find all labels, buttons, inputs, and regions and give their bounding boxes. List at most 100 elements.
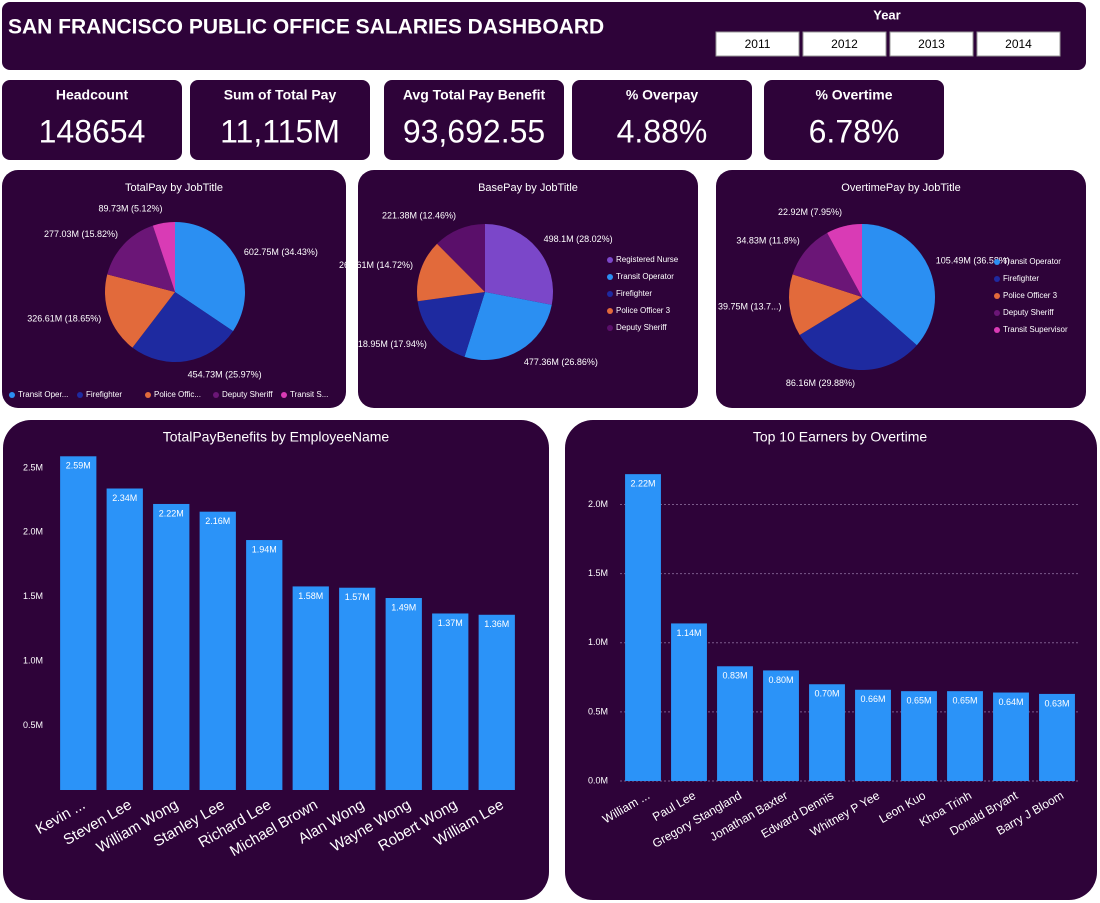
kpi-value: 6.78% bbox=[809, 113, 900, 149]
bar bbox=[385, 598, 422, 790]
y-tick-label: 1.0M bbox=[23, 656, 43, 666]
y-tick-label: 1.5M bbox=[588, 568, 608, 578]
data-label: 1.49M bbox=[391, 602, 416, 612]
year-button[interactable] bbox=[976, 31, 1061, 57]
chart-title: TotalPay by JobTitle bbox=[125, 182, 223, 194]
pie-slice bbox=[485, 223, 553, 305]
data-label: 0.83M bbox=[722, 671, 747, 681]
year-label: 2011 bbox=[745, 37, 771, 51]
legend-marker bbox=[607, 325, 613, 331]
data-label: 89.73M (5.12%) bbox=[98, 203, 162, 213]
y-tick-label: 0.5M bbox=[23, 720, 43, 730]
data-label: 2.22M bbox=[159, 508, 184, 518]
data-label: 1.14M bbox=[676, 628, 701, 638]
legend-label: Transit Operator bbox=[1003, 257, 1061, 266]
kpi-label: Headcount bbox=[56, 87, 129, 103]
data-label: 261.61M (14.72%) bbox=[339, 260, 413, 270]
legend-marker bbox=[994, 293, 1000, 299]
data-label: 0.66M bbox=[860, 694, 885, 704]
chart-title: BasePay by JobTitle bbox=[478, 182, 578, 194]
y-tick-label: 2.5M bbox=[23, 462, 43, 472]
legend-label: Firefighter bbox=[616, 289, 652, 298]
bar bbox=[339, 587, 376, 790]
year-button[interactable] bbox=[715, 31, 800, 57]
legend-label: Registered Nurse bbox=[616, 255, 679, 264]
kpi-label: Avg Total Pay Benefit bbox=[403, 87, 546, 103]
bar bbox=[763, 670, 799, 781]
y-tick-label: 1.0M bbox=[588, 637, 608, 647]
data-label: 0.65M bbox=[952, 696, 977, 706]
bar bbox=[153, 503, 190, 790]
data-label: 2.59M bbox=[66, 461, 91, 471]
bar bbox=[1039, 693, 1075, 781]
kpi-value: 4.88% bbox=[617, 113, 708, 149]
data-label: 1.58M bbox=[298, 591, 323, 601]
data-label: 326.61M (18.65%) bbox=[27, 314, 101, 324]
data-label: 1.36M bbox=[484, 619, 509, 629]
bar bbox=[671, 623, 707, 781]
year-label: 2012 bbox=[831, 37, 858, 51]
kpi-value: 11,115M bbox=[220, 113, 340, 149]
year-button[interactable] bbox=[802, 31, 887, 57]
pie-slice bbox=[827, 224, 862, 297]
chart-title: TotalPayBenefits by EmployeeName bbox=[163, 429, 390, 445]
data-label: 277.03M (15.82%) bbox=[44, 229, 118, 239]
legend-marker bbox=[994, 259, 1000, 265]
year-button[interactable] bbox=[889, 31, 974, 57]
legend-marker bbox=[145, 392, 151, 398]
data-label: 86.16M (29.88%) bbox=[786, 378, 855, 388]
kpi-label: % Overpay bbox=[626, 87, 699, 103]
legend-marker bbox=[9, 392, 15, 398]
bar bbox=[60, 456, 97, 790]
bar bbox=[717, 666, 753, 781]
year-label: 2013 bbox=[918, 37, 945, 51]
data-label: 221.38M (12.46%) bbox=[382, 211, 456, 221]
data-label: 2.22M bbox=[630, 479, 655, 489]
pie-slice bbox=[175, 222, 246, 332]
bar bbox=[901, 691, 937, 781]
legend-marker bbox=[213, 392, 219, 398]
pie-slice bbox=[799, 297, 917, 370]
y-tick-label: 1.5M bbox=[23, 591, 43, 601]
legend-marker bbox=[607, 257, 613, 263]
legend-label: Transit S... bbox=[290, 390, 328, 399]
bar bbox=[625, 474, 661, 781]
bar bbox=[246, 540, 283, 790]
data-label: 2.16M bbox=[205, 516, 230, 526]
kpi-card bbox=[764, 80, 944, 160]
bar bbox=[993, 692, 1029, 781]
legend-label: Police Officer 3 bbox=[1003, 291, 1058, 300]
legend-marker bbox=[77, 392, 83, 398]
kpi-label: Sum of Total Pay bbox=[224, 87, 337, 103]
kpi-card bbox=[572, 80, 752, 160]
chart-title: OvertimePay by JobTitle bbox=[841, 182, 960, 194]
data-label: 2.34M bbox=[112, 493, 137, 503]
dashboard-title: SAN FRANCISCO PUBLIC OFFICE SALARIES DAS… bbox=[8, 16, 604, 39]
legend-label: Police Officer 3 bbox=[616, 306, 671, 315]
legend-label: Deputy Sheriff bbox=[222, 390, 273, 399]
pie-slice bbox=[437, 224, 485, 292]
kpi-card bbox=[190, 80, 370, 160]
kpi-card bbox=[2, 80, 182, 160]
slicer-title: Year bbox=[873, 7, 900, 22]
data-label: 22.92M (7.95%) bbox=[778, 207, 842, 217]
kpi-label: % Overtime bbox=[815, 87, 892, 103]
data-label: 498.1M (28.02%) bbox=[544, 234, 613, 244]
legend-marker bbox=[607, 274, 613, 280]
legend-label: Firefighter bbox=[86, 390, 122, 399]
pie-slice bbox=[104, 274, 175, 348]
data-label: 454.73M (25.97%) bbox=[188, 369, 262, 379]
data-label: 318.95M (17.94%) bbox=[353, 339, 427, 349]
legend-label: Firefighter bbox=[1003, 274, 1039, 283]
y-tick-label: 0.5M bbox=[588, 706, 608, 716]
pie-slice bbox=[417, 243, 485, 302]
bar bbox=[199, 511, 236, 790]
pie-slice bbox=[107, 225, 175, 292]
legend-label: Transit Supervisor bbox=[1003, 325, 1068, 334]
bar bbox=[478, 614, 515, 790]
bar bbox=[947, 691, 983, 781]
data-label: 1.94M bbox=[252, 544, 277, 554]
data-label: 0.70M bbox=[814, 689, 839, 699]
y-tick-label: 0.0M bbox=[588, 775, 608, 785]
